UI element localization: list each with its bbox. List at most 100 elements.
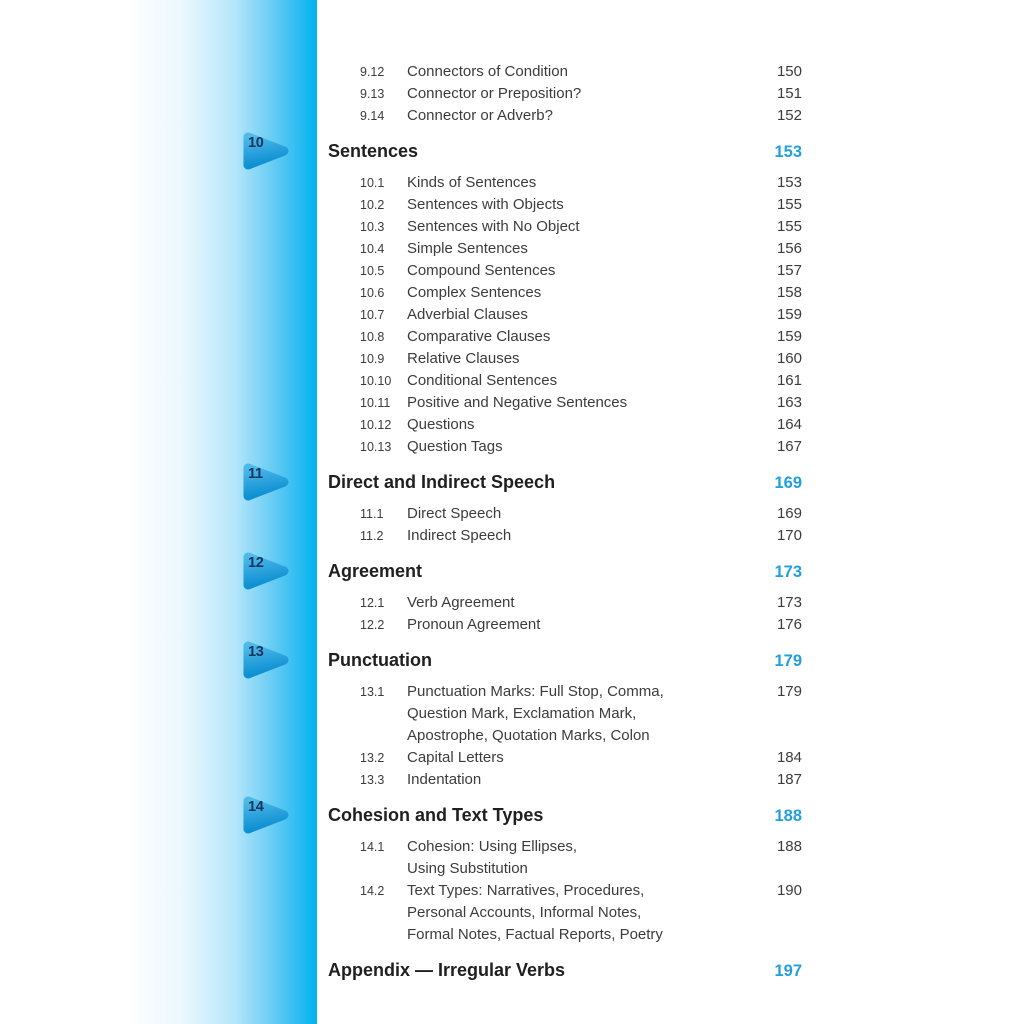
item-title-line: Verb Agreement <box>407 594 515 611</box>
item-title-line: Comparative Clauses <box>407 328 551 345</box>
item-title-line: Indentation <box>407 771 482 788</box>
chapter-title: Agreement <box>328 561 423 581</box>
item-title: Pronoun Agreement <box>407 614 744 636</box>
section-number: 12.1 <box>360 596 385 610</box>
page-number: 170 <box>776 527 802 544</box>
item-title: Simple Sentences <box>407 238 744 260</box>
toc-item-row: 11.2 Indirect Speech 170 <box>360 525 802 547</box>
toc-item-row: 14.1 Cohesion: Using Ellipses, Using Subs… <box>360 836 802 880</box>
toc-item-row: 9.13 Connector or Preposition? 151 <box>360 83 802 105</box>
toc-chapter-row: Agreement 173 <box>328 557 802 586</box>
item-title: Verb Agreement <box>407 592 744 614</box>
table-of-contents: 9.12 Connectors of Condition 150 9.13 Co… <box>328 0 802 991</box>
toc-item-row: 10.1 Kinds of Sentences 153 <box>360 172 802 194</box>
item-title-line: Personal Accounts, Informal Notes, <box>407 904 642 921</box>
toc-chapter-row: Direct and Indirect Speech 169 <box>328 468 802 497</box>
toc-item-row: 10.2 Sentences with Objects 155 <box>360 194 802 216</box>
item-title-line: Indirect Speech <box>407 527 512 544</box>
item-title-line: Formal Notes, Factual Reports, Poetry <box>407 926 663 943</box>
arrow-right-icon <box>243 463 289 501</box>
page-number: 155 <box>776 196 802 213</box>
item-title: Sentences with Objects <box>407 194 744 216</box>
item-title: Connector or Adverb? <box>407 105 744 127</box>
toc-item-row: 10.13 Question Tags 167 <box>360 436 802 458</box>
toc-item-row: 10.10 Conditional Sentences 161 <box>360 370 802 392</box>
page-number: 161 <box>776 372 802 389</box>
item-title: Adverbial Clauses <box>407 304 744 326</box>
chapter-marker-number: 12 <box>248 555 264 571</box>
toc-item-row: 10.8 Comparative Clauses 159 <box>360 326 802 348</box>
section-number: 10.12 <box>360 418 392 432</box>
item-title: Cohesion: Using Ellipses, Using Substitut… <box>407 836 744 880</box>
item-title-line: Cohesion: Using Ellipses, <box>407 838 578 855</box>
chapter-page-number: 169 <box>774 474 802 492</box>
item-title: Capital Letters <box>407 747 744 769</box>
item-title-line: Question Mark, Exclamation Mark, <box>407 705 637 722</box>
section-number: 10.11 <box>360 396 391 410</box>
item-title: Text Types: Narratives, Procedures, Perso… <box>407 880 744 946</box>
chapter-marker: 13 <box>239 639 293 681</box>
page-number: 169 <box>776 505 802 522</box>
section-number: 10.13 <box>360 440 392 454</box>
item-title-line: Capital Letters <box>407 749 504 766</box>
item-title-line: Questions <box>407 416 475 433</box>
chapter-marker-number: 14 <box>248 799 264 815</box>
item-title-line: Adverbial Clauses <box>407 306 528 323</box>
section-number: 13.2 <box>360 751 385 765</box>
chapter-page-number: 188 <box>774 807 802 825</box>
toc-chapter-row: Appendix — Irregular Verbs 197 <box>328 956 802 985</box>
page-number: 150 <box>776 63 802 80</box>
toc-item-row: 13.3 Indentation 187 <box>360 769 802 791</box>
page-number: 188 <box>776 838 802 855</box>
chapter-page-number: 153 <box>774 143 802 161</box>
item-title-line: Kinds of Sentences <box>407 174 537 191</box>
toc-item-row: 10.9 Relative Clauses 160 <box>360 348 802 370</box>
item-title-line: Sentences with No Object <box>407 218 580 235</box>
toc-item-row: 11.1 Direct Speech 169 <box>360 503 802 525</box>
toc-item-row: 12.2 Pronoun Agreement 176 <box>360 614 802 636</box>
item-title-line: Text Types: Narratives, Procedures, <box>407 882 645 899</box>
page-number: 153 <box>776 174 802 191</box>
toc-item-row: 9.14 Connector or Adverb? 152 <box>360 105 802 127</box>
sidebar-gradient <box>0 0 317 1024</box>
section-number: 10.9 <box>360 352 385 366</box>
chapter-marker-number: 11 <box>248 466 263 482</box>
toc-chapter-row: Sentences 153 <box>328 137 802 166</box>
page-number: 157 <box>776 262 802 279</box>
page-number: 160 <box>776 350 802 367</box>
toc-item-row: 13.1 Punctuation Marks: Full Stop, Comma… <box>360 681 802 747</box>
chapter-marker: 11 <box>239 461 293 503</box>
arrow-right-icon <box>243 132 289 170</box>
page-number: 190 <box>776 882 802 899</box>
arrow-right-icon <box>243 796 289 834</box>
item-title-line: Compound Sentences <box>407 262 556 279</box>
page-number: 159 <box>776 306 802 323</box>
page-number: 187 <box>776 771 802 788</box>
item-title-line: Direct Speech <box>407 505 502 522</box>
item-title-line: Positive and Negative Sentences <box>407 394 628 411</box>
item-title-line: Complex Sentences <box>407 284 542 301</box>
section-number: 10.1 <box>360 176 385 190</box>
chapter-marker: 14 <box>239 794 293 836</box>
toc-chapter-row: Cohesion and Text Types 188 <box>328 801 802 830</box>
page-number: 167 <box>776 438 802 455</box>
section-number: 10.7 <box>360 308 385 322</box>
item-title-line: Conditional Sentences <box>407 372 558 389</box>
toc-item-row: 10.12 Questions 164 <box>360 414 802 436</box>
item-title-line: Apostrophe, Quotation Marks, Colon <box>407 727 650 744</box>
item-title: Positive and Negative Sentences <box>407 392 744 414</box>
page-number: 151 <box>776 85 802 102</box>
item-title-line: Pronoun Agreement <box>407 616 541 633</box>
chapter-marker: 12 <box>239 550 293 592</box>
item-title-line: Sentences with Objects <box>407 196 564 213</box>
item-title-line: Punctuation Marks: Full Stop, Comma, <box>407 683 664 700</box>
item-title: Question Tags <box>407 436 744 458</box>
section-number: 13.1 <box>360 685 385 699</box>
toc-item-row: 10.3 Sentences with No Object 155 <box>360 216 802 238</box>
toc-item-row: 10.11 Positive and Negative Sentences 16… <box>360 392 802 414</box>
item-title-line: Simple Sentences <box>407 240 528 257</box>
arrow-right-icon <box>243 641 289 679</box>
page-number: 179 <box>776 683 802 700</box>
toc-item-row: 9.12 Connectors of Condition 150 <box>360 61 802 83</box>
item-title: Connectors of Condition <box>407 61 744 83</box>
